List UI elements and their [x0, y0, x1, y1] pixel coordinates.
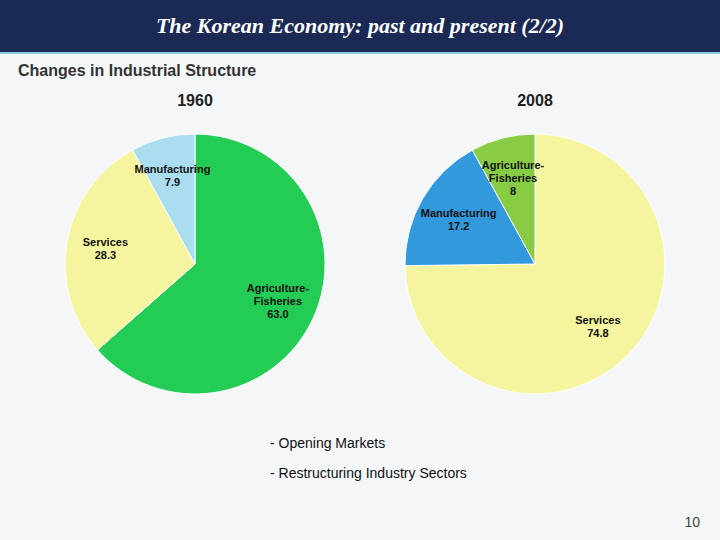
- svg-text:Manufacturing7.9: Manufacturing7.9: [135, 163, 211, 188]
- html-text:1960: 1960: [177, 92, 213, 109]
- html-text:2008: 2008: [517, 92, 553, 109]
- html-text:- Opening Markets: - Opening Markets: [270, 435, 386, 451]
- svg-text:Services28.3: Services28.3: [83, 236, 128, 261]
- svg-text:Agriculture-Fisheries8: Agriculture-Fisheries8: [482, 159, 545, 197]
- html-text:- Restructuring Industry Secto: - Restructuring Industry Sectors: [270, 465, 467, 481]
- html-text:Changes in Industrial Structur: Changes in Industrial Structure: [18, 62, 257, 79]
- svg-text:Agriculture-Fisheries63.0: Agriculture-Fisheries63.0: [247, 282, 310, 320]
- html-text:The Korean Economy: past and p: The Korean Economy: past and present (2/…: [155, 13, 565, 38]
- svg-text:Services74.8: Services74.8: [575, 314, 620, 339]
- html-text:10: 10: [684, 514, 700, 530]
- svg-text:Manufacturing17.2: Manufacturing17.2: [421, 207, 497, 232]
